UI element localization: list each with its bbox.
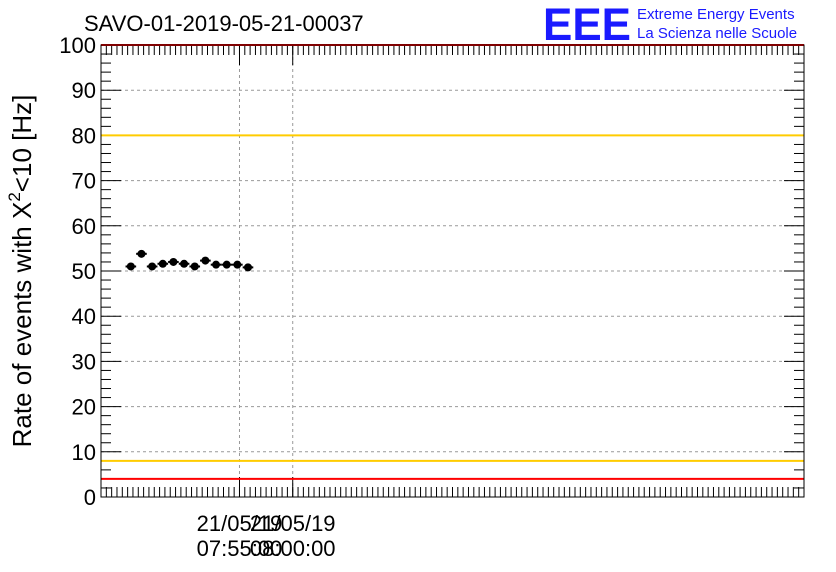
eee-logo-mark: EEE: [543, 0, 631, 50]
y-tick-label: 70: [72, 169, 96, 194]
x-tick-date-label: 21/05/19: [250, 511, 336, 536]
y-tick-label: 100: [59, 33, 96, 58]
data-point: [169, 257, 178, 266]
y-tick-label: 50: [72, 259, 96, 284]
data-point: [137, 249, 146, 258]
logo-line-1: Extreme Energy Events: [637, 6, 795, 23]
data-point: [212, 260, 221, 269]
y-tick-label: 90: [72, 78, 96, 103]
x-tick-time-label: 07:55:00: [197, 536, 283, 561]
plot-area: 0 10 20 30 40 50 60 70 80 90 100 21/05/1907:55:0021…: [59, 33, 804, 561]
logo-line-2: La Scienza nelle Scuole: [637, 25, 797, 42]
chart-title: SAVO-01-2019-05-21-00037: [84, 11, 364, 36]
data-point: [243, 263, 252, 272]
data-point: [222, 260, 231, 269]
x-tick-date-label: 21/05/19: [197, 511, 283, 536]
data-point: [201, 256, 210, 265]
data-point: [190, 262, 199, 271]
y-tick-label: 80: [72, 123, 96, 148]
data-point: [126, 262, 135, 271]
y-tick-label: 30: [72, 349, 96, 374]
y-axis-label: Rate of events with X2<10 [Hz]: [5, 95, 37, 448]
y-tick-label: 10: [72, 440, 96, 465]
data-point: [158, 259, 167, 268]
eee-logo: EEE Extreme Energy Events La Scienza nel…: [543, 0, 797, 50]
y-tick-label: 0: [84, 485, 96, 510]
data-point: [180, 259, 189, 268]
y-tick-label: 40: [72, 304, 96, 329]
data-point: [233, 260, 242, 269]
x-tick-time-label: 08:00:00: [250, 536, 336, 561]
y-tick-label: 20: [72, 395, 96, 420]
plot-frame: [100, 44, 805, 498]
data-point: [148, 262, 157, 271]
y-tick-label: 60: [72, 214, 96, 239]
